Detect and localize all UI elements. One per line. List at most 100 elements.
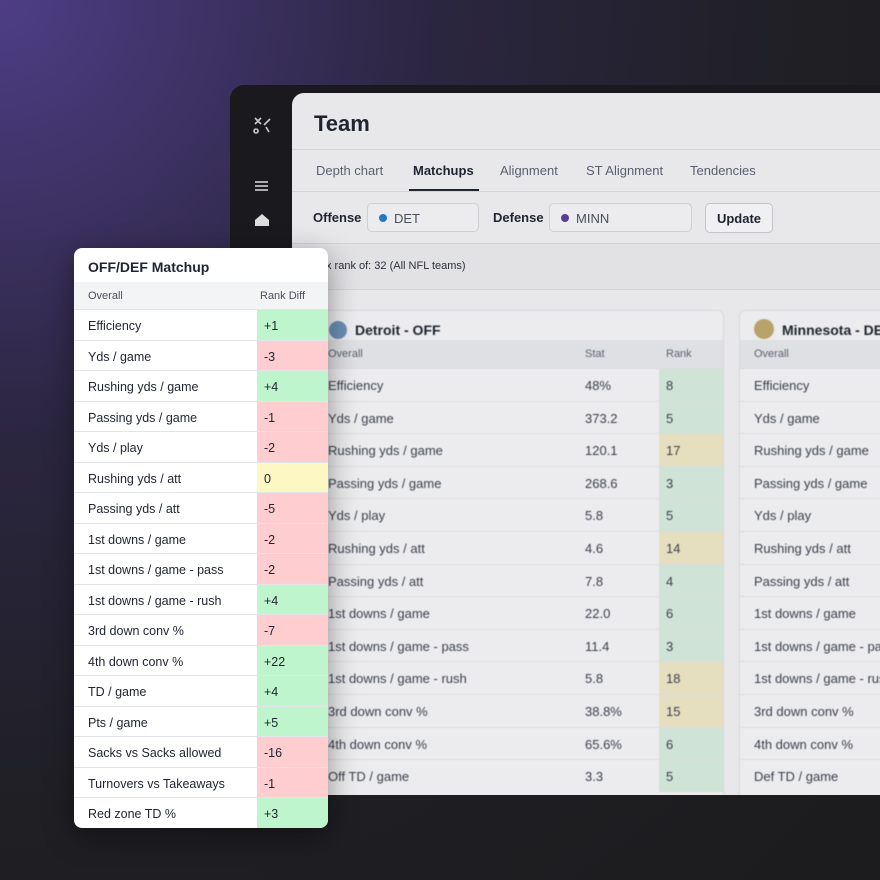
- rank-note: x rank of: 32 (All NFL teams): [326, 260, 466, 272]
- row-label: Efficiency: [754, 378, 810, 393]
- diff-cell: [257, 737, 328, 767]
- table-row: Passing yds / game 268.6 3: [313, 465, 723, 499]
- card-title: OFF/DEF Matchup: [88, 259, 210, 275]
- row-label: Rushing yds / att: [88, 471, 182, 486]
- rank-cell: [659, 499, 723, 531]
- rank-diff: -5: [264, 502, 276, 516]
- stat: 373.2: [585, 410, 618, 426]
- row-label: Yds / play: [754, 508, 812, 524]
- row-label: 4th down conv %: [88, 654, 184, 669]
- rank-diff: -7: [264, 624, 276, 638]
- col-header: Overall: [88, 290, 123, 302]
- divider: [292, 191, 880, 192]
- matchup-row: Pts / game +5: [74, 705, 328, 737]
- defense-select[interactable]: MINN: [549, 203, 692, 232]
- matchup-row: Sacks vs Sacks allowed -16: [74, 736, 328, 767]
- active-underline: [409, 189, 479, 191]
- diff-cell: [257, 462, 328, 493]
- row-label: 3rd down conv %: [88, 624, 184, 638]
- table-row: Yds / game: [740, 400, 880, 434]
- rank-cell: [659, 629, 723, 662]
- rank: 5: [666, 410, 674, 426]
- row-label: Turnovers vs Takeaways: [88, 776, 225, 791]
- diff-cell: [257, 493, 328, 523]
- stat: 7.8: [585, 573, 604, 589]
- table-row: 3rd down conv %: [740, 694, 880, 727]
- row-label: Sacks vs Sacks allowed: [88, 746, 222, 760]
- diff-cell: [257, 432, 328, 462]
- rank-cell: [659, 695, 723, 727]
- divider: [292, 149, 880, 150]
- matchup-row: Yds / game -3: [74, 339, 328, 371]
- table-row: Yds / game 373.2 5: [313, 400, 723, 434]
- matchup-row: Turnovers vs Takeaways -1: [74, 766, 328, 798]
- row-label: Red zone TD %: [88, 807, 177, 821]
- col-header: Stat: [585, 348, 605, 360]
- row-label: 4th down conv %: [754, 736, 854, 752]
- table-header: Overall Stat Rank: [313, 340, 723, 368]
- matchup-row: Yds / play -2: [74, 431, 328, 462]
- update-button[interactable]: Update: [705, 203, 773, 233]
- rank-cell: [659, 369, 723, 401]
- row-label: 1st downs / game: [754, 606, 856, 622]
- row-label: 1st downs / game - pass: [328, 638, 469, 654]
- table-title: Minnesota - DEF: [782, 322, 880, 338]
- row-label: 1st downs / game - rush: [328, 671, 467, 687]
- rank: 6: [666, 606, 674, 622]
- rank: 5: [666, 769, 674, 785]
- row-label: 1st downs / game - rush: [754, 671, 880, 687]
- row-label: Pts / game: [88, 715, 148, 730]
- row-label: 3rd down conv %: [754, 704, 854, 719]
- page-title: Team: [314, 111, 370, 136]
- diff-cell: [257, 676, 328, 706]
- row-label: Yds / game: [328, 410, 394, 426]
- table-row: 1st downs / game - pass 11.4 3: [313, 628, 723, 662]
- stat: 5.8: [585, 508, 604, 524]
- rank-diff: 0: [264, 471, 271, 486]
- diff-cell: [257, 767, 328, 798]
- rank: 17: [666, 443, 681, 459]
- diff-cell: [257, 401, 328, 432]
- rank-cell: [659, 760, 723, 792]
- stat: 120.1: [585, 443, 618, 459]
- col-header: Overall: [754, 348, 789, 360]
- row-label: Rushing yds / game: [754, 443, 869, 459]
- matchup-row: Rushing yds / att 0: [74, 461, 328, 493]
- row-label: Rushing yds / att: [754, 541, 851, 556]
- row-label: 1st downs / game - pass: [754, 638, 880, 654]
- diff-cell: [257, 340, 328, 371]
- row-label: 3rd down conv %: [328, 704, 428, 719]
- table-row: 4th down conv % 65.6% 6: [313, 726, 723, 760]
- offense-select[interactable]: DET: [367, 203, 479, 232]
- table-row: 4th down conv %: [740, 726, 880, 760]
- row-label: Yds / play: [88, 441, 143, 455]
- offense-table: Detroit - OFF Overall Stat Rank Efficiency 48…: [312, 310, 724, 795]
- row-label: Yds / game: [88, 349, 152, 364]
- matchup-card: OFF/DEF Matchup Overall Rank Diff Effici…: [74, 248, 328, 828]
- rank-cell: [659, 466, 723, 499]
- table-row: Passing yds / att 7.8 4: [313, 563, 723, 597]
- row-label: TD / game: [88, 685, 147, 699]
- matchup-row: Efficiency +1: [74, 309, 328, 340]
- tab: ST Alignment: [586, 163, 664, 178]
- rank: 3: [666, 638, 674, 654]
- table-row: Rushing yds / att: [740, 531, 880, 564]
- rank-diff: -1: [264, 776, 276, 791]
- sidebar-icons: [253, 117, 271, 226]
- rank-diff: -1: [264, 410, 276, 425]
- matchup-row: Red zone TD % +3: [74, 797, 328, 828]
- rank-diff: -3: [264, 349, 276, 364]
- row-label: Passing yds / game: [88, 410, 198, 425]
- row-label: Yds / play: [328, 508, 386, 524]
- tab: Tendencies: [690, 163, 756, 178]
- tab: Depth chart: [316, 163, 384, 178]
- row-label: 1st downs / game - pass: [88, 563, 224, 577]
- row-label: Def TD / game: [754, 769, 839, 785]
- matchup-row: Passing yds / game -1: [74, 400, 328, 432]
- rank: 6: [666, 736, 674, 752]
- table-row: Yds / play 5.8 5: [313, 498, 723, 531]
- diff-cell: [257, 584, 328, 615]
- row-label: Passing yds / att: [754, 573, 850, 589]
- row-label: Yds / game: [754, 410, 820, 426]
